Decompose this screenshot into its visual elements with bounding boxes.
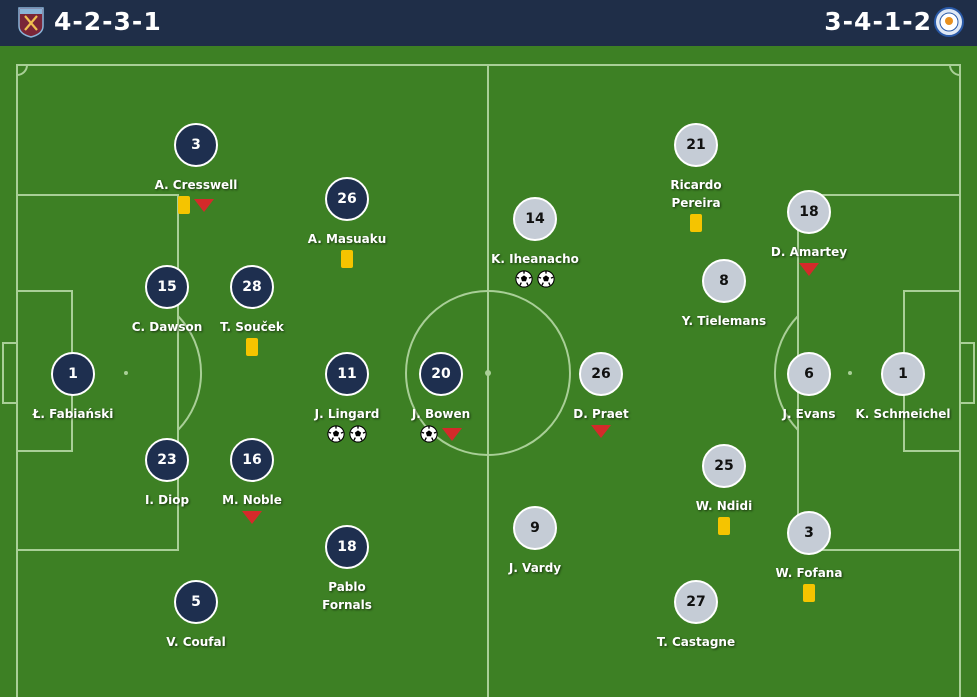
player-number[interactable]: 23 (145, 438, 189, 482)
yellow-card-icon (718, 517, 730, 535)
player-events (192, 511, 312, 524)
player-name: A. Cresswell (154, 178, 238, 192)
player-number[interactable]: 11 (325, 352, 369, 396)
substituted-off-icon (194, 198, 214, 212)
player-number[interactable]: 27 (674, 580, 718, 624)
yellow-card-icon (803, 584, 815, 602)
player-number[interactable]: 5 (174, 580, 218, 624)
player-name: D. Amartey (770, 245, 848, 259)
player-events (475, 270, 595, 288)
player-name: I. Diop (144, 493, 190, 507)
player-number[interactable]: 1 (51, 352, 95, 396)
yellow-card-icon (178, 196, 190, 214)
left-penalty-arc (177, 315, 202, 431)
west-ham-crest-icon (18, 7, 44, 38)
player-number[interactable]: 3 (787, 511, 831, 555)
player-name: J. Bowen (411, 407, 471, 421)
player-number[interactable]: 15 (145, 265, 189, 309)
player-name: V. Coufal (166, 635, 226, 649)
player-events (664, 517, 784, 535)
player-name: A. Masuaku (307, 232, 387, 246)
player-events (636, 214, 756, 232)
substituted-off-icon (591, 425, 611, 438)
player-name: Ł. Fabiański (32, 407, 114, 421)
player-events (749, 263, 869, 276)
player-number[interactable]: 6 (787, 352, 831, 396)
player-number[interactable]: 18 (787, 190, 831, 234)
player-number[interactable]: 16 (230, 438, 274, 482)
yellow-card-icon (690, 214, 702, 232)
player-name: W. Fofana (775, 566, 843, 580)
lineup-header: 4-2-3-1 3-4-1-2 (0, 0, 977, 46)
player-name: M. Noble (222, 493, 282, 507)
goal-ball-icon (420, 425, 438, 443)
player-number[interactable]: 9 (513, 506, 557, 550)
away-formation: 3-4-1-2 (824, 7, 932, 36)
home-formation: 4-2-3-1 (54, 7, 162, 36)
player-name: Pablo Fornals (322, 580, 372, 612)
substituted-off-icon (242, 511, 262, 524)
player-number[interactable]: 20 (419, 352, 463, 396)
player-name: W. Ndidi (695, 499, 753, 513)
player-events (192, 338, 312, 356)
player-number[interactable]: 26 (325, 177, 369, 221)
player-name: J. Vardy (508, 561, 562, 575)
player-number[interactable]: 28 (230, 265, 274, 309)
player-name: J. Evans (782, 407, 836, 421)
player-name: Y. Tielemans (681, 314, 767, 328)
player-number[interactable]: 25 (702, 444, 746, 488)
player-name: K. Schmeichel (855, 407, 951, 421)
left-goal (2, 342, 18, 404)
player-number[interactable]: 14 (513, 197, 557, 241)
player-number[interactable]: 21 (674, 123, 718, 167)
player-name: T. Souček (220, 320, 284, 334)
player-number[interactable]: 3 (174, 123, 218, 167)
player-name: D. Praet (573, 407, 629, 421)
player-events (749, 584, 869, 602)
player-events (287, 425, 407, 443)
right-goal (959, 342, 975, 404)
center-circle (405, 290, 571, 456)
player-events (381, 425, 501, 443)
goal-ball-icon (537, 270, 555, 288)
player-name: C. Dawson (131, 320, 203, 334)
player-name: J. Lingard (314, 407, 380, 421)
right-penalty-arc (774, 315, 799, 431)
player-events (541, 425, 661, 438)
goal-ball-icon (515, 270, 533, 288)
player-name: K. Iheanacho (491, 252, 579, 266)
player-number[interactable]: 1 (881, 352, 925, 396)
player-number[interactable]: 18 (325, 525, 369, 569)
player-number[interactable]: 26 (579, 352, 623, 396)
player-name: Ricardo Pereira (670, 178, 722, 210)
yellow-card-icon (246, 338, 258, 356)
substituted-off-icon (442, 427, 462, 441)
player-number[interactable]: 8 (702, 259, 746, 303)
goal-ball-icon (327, 425, 345, 443)
player-name: T. Castagne (656, 635, 736, 649)
goal-ball-icon (349, 425, 367, 443)
substituted-off-icon (799, 263, 819, 276)
player-events (287, 250, 407, 268)
leicester-city-crest-icon (934, 7, 964, 37)
player-events (136, 196, 256, 214)
yellow-card-icon (341, 250, 353, 268)
